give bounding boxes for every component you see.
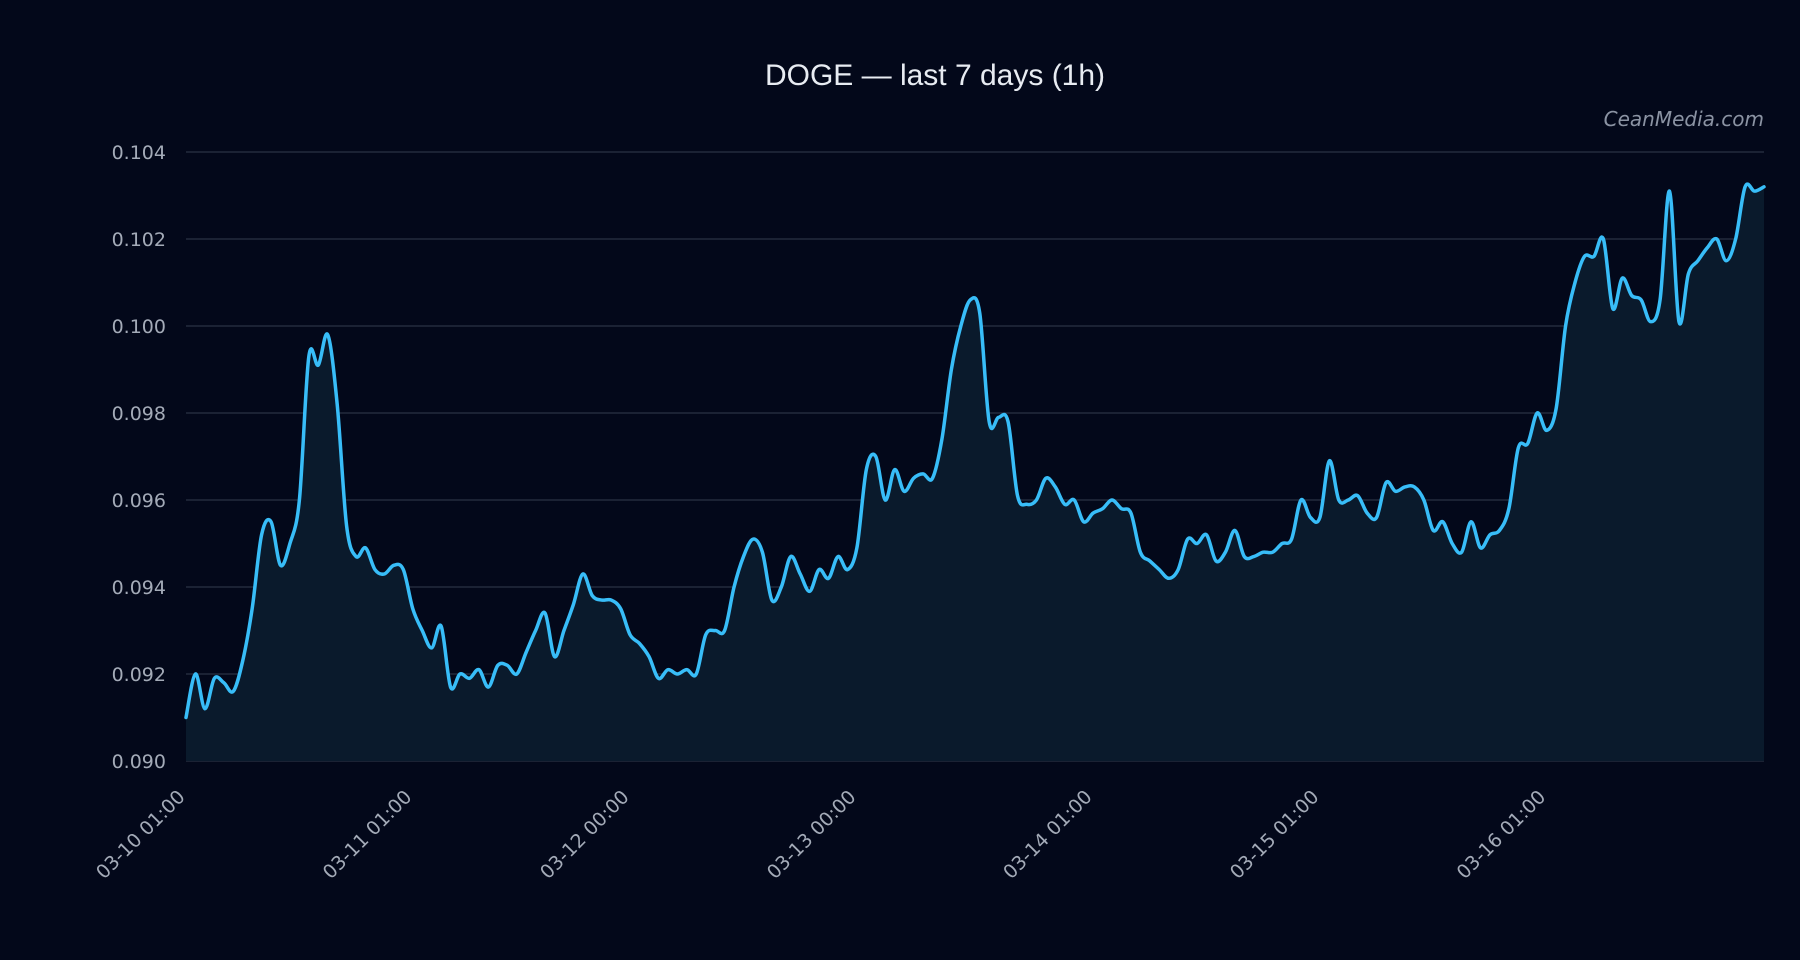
y-tick-label: 0.096 bbox=[112, 490, 166, 512]
y-tick-label: 0.092 bbox=[112, 664, 166, 686]
series-line bbox=[184, 182, 1766, 720]
y-tick-label: 0.104 bbox=[112, 142, 166, 164]
y-tick-label: 0.094 bbox=[112, 577, 166, 599]
watermark: CeanMedia.com bbox=[1604, 107, 1764, 131]
y-tick-label: 0.102 bbox=[112, 229, 166, 251]
series-area bbox=[186, 184, 1764, 762]
y-tick-label: 0.090 bbox=[112, 751, 166, 773]
y-tick-label: 0.100 bbox=[112, 316, 166, 338]
y-tick-label: 0.098 bbox=[112, 403, 166, 425]
y-axis-ticks: 0.090 0.092 0.094 0.096 0.098 0.100 0.102 0.104 bbox=[112, 142, 166, 773]
series-layer bbox=[184, 182, 1766, 762]
chart-title: DOGE — last 7 days (1h) bbox=[765, 59, 1105, 92]
